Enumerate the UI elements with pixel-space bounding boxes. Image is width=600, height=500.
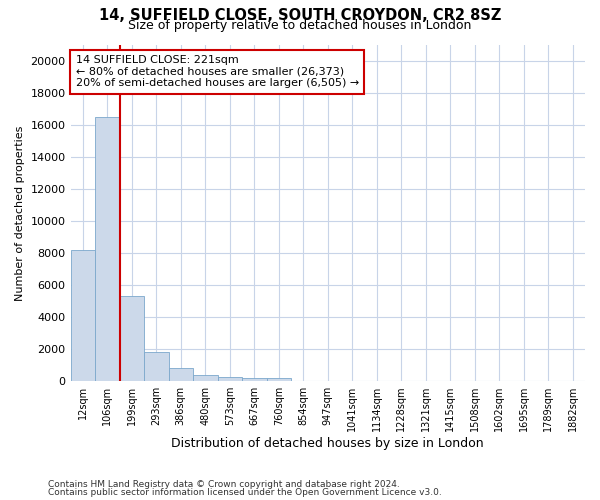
Bar [71,250,95,381]
Bar [144,352,169,381]
Bar [119,296,144,381]
Text: 14, SUFFIELD CLOSE, SOUTH CROYDON, CR2 8SZ: 14, SUFFIELD CLOSE, SOUTH CROYDON, CR2 8… [99,8,501,22]
X-axis label: Distribution of detached houses by size in London: Distribution of detached houses by size … [172,437,484,450]
Bar [95,117,119,381]
Text: Contains public sector information licensed under the Open Government Licence v3: Contains public sector information licen… [48,488,442,497]
Text: Contains HM Land Registry data © Crown copyright and database right 2024.: Contains HM Land Registry data © Crown c… [48,480,400,489]
Bar [266,378,291,381]
Text: Size of property relative to detached houses in London: Size of property relative to detached ho… [128,18,472,32]
Bar [242,378,266,381]
Text: 14 SUFFIELD CLOSE: 221sqm
← 80% of detached houses are smaller (26,373)
20% of s: 14 SUFFIELD CLOSE: 221sqm ← 80% of detac… [76,55,359,88]
Y-axis label: Number of detached properties: Number of detached properties [15,126,25,300]
Bar [193,374,218,381]
Bar [169,368,193,381]
Bar [218,377,242,381]
